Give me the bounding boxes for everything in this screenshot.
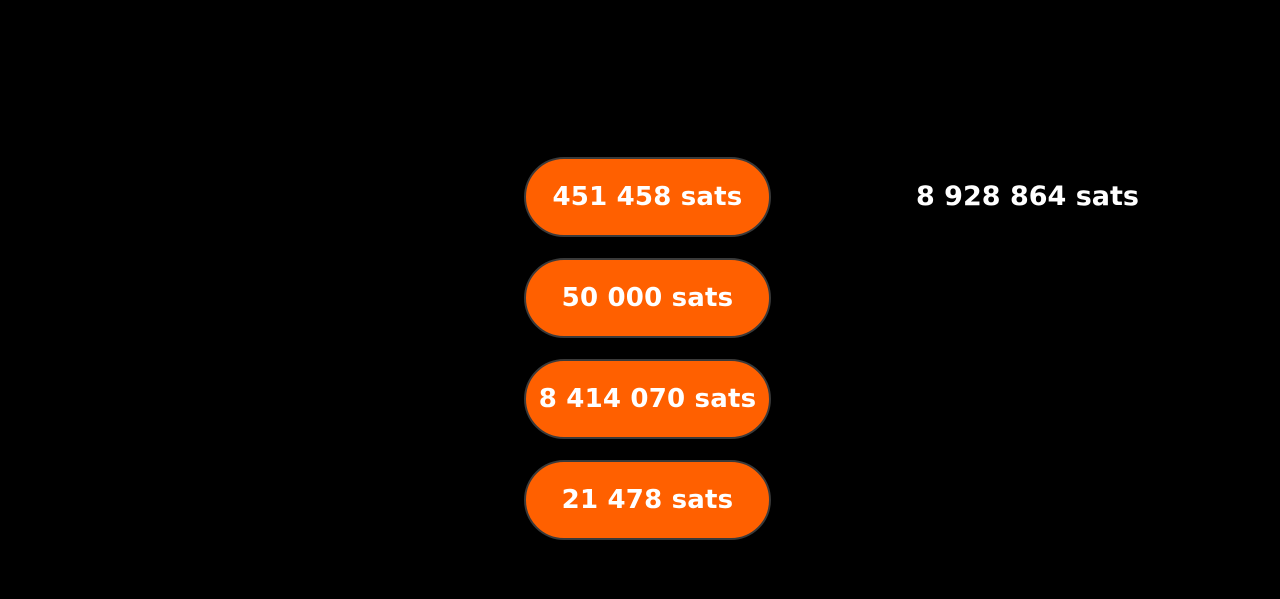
input-amount-label: 21 478 sats [561, 485, 734, 515]
input-amount-label: 8 414 070 sats [538, 384, 757, 414]
input-amount-pill: 50 000 sats [524, 258, 771, 338]
input-amount-label: 451 458 sats [552, 182, 743, 212]
input-amount-label: 50 000 sats [561, 283, 734, 313]
input-amount-pill: 8 414 070 sats [524, 359, 771, 439]
total-amount-label: 8 928 864 sats [916, 180, 1139, 212]
input-amount-pill: 21 478 sats [524, 460, 771, 540]
total-amount: 8 928 864 sats [905, 176, 1150, 216]
input-amount-pill: 451 458 sats [524, 157, 771, 237]
